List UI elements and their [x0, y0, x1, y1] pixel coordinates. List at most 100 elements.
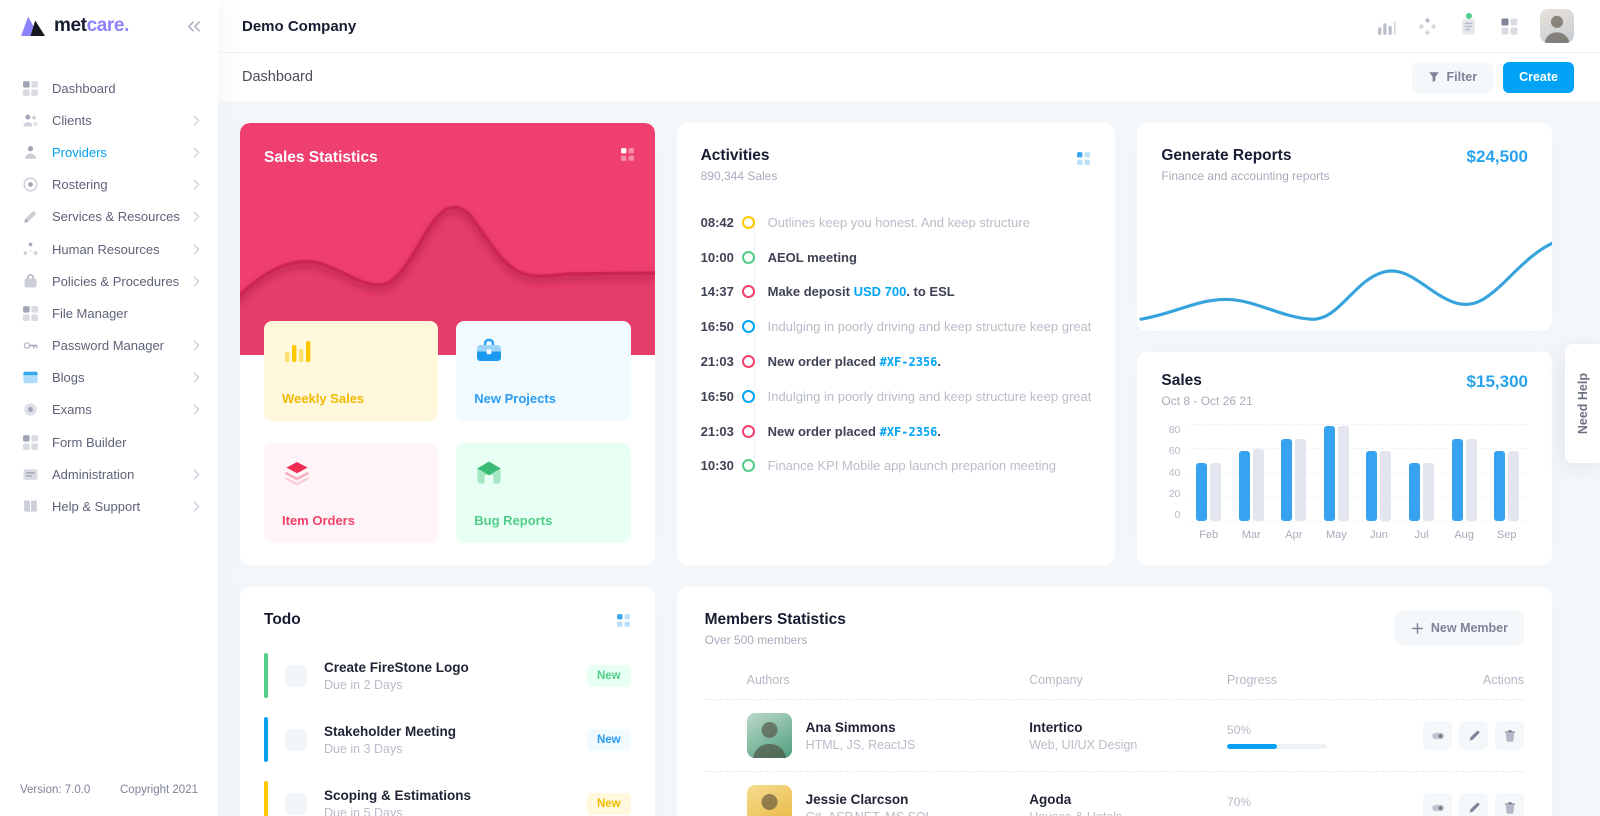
bar-current [1451, 439, 1463, 521]
sidebar-item-help-support[interactable]: Help & Support [0, 490, 218, 522]
activity-link[interactable]: #XF-2356 [879, 424, 938, 439]
topbar-apps-grid-icon[interactable] [1499, 16, 1520, 37]
status-badge: New [586, 728, 631, 751]
todo-color-bar [264, 781, 268, 816]
dots-menu-icon [620, 148, 634, 161]
y-tick-label: 40 [1168, 466, 1181, 479]
sales-statistics-menu-button[interactable] [620, 147, 635, 162]
sidebar-item-services-resources[interactable]: Services & Resources [0, 201, 218, 233]
sidebar-item-file-manager[interactable]: File Manager [0, 297, 218, 329]
sidebar-item-providers[interactable]: Providers [0, 136, 218, 168]
sidebar-item-blogs[interactable]: Blogs [0, 362, 218, 394]
activity-link[interactable]: #XF-2356 [879, 355, 938, 370]
todo-title: Todo [264, 611, 301, 628]
company-name[interactable]: Agoda [1029, 791, 1072, 807]
activities-timeline: 08:42 Outlines keep you honest. And keep … [701, 205, 1092, 483]
sales-card: Sales Oct 8 - Oct 26 21 $15,300 80 60 40 20… [1137, 352, 1552, 565]
x-tick-label: Jun [1370, 529, 1388, 541]
double-chevron-left-icon [188, 20, 200, 32]
create-button[interactable]: Create [1503, 61, 1574, 93]
company-industry: Web, UI/UX Design [1029, 737, 1138, 752]
status-badge: New [586, 792, 631, 815]
table-header-row: Authors Company Progress Actions [704, 667, 1524, 700]
y-tick-label: 60 [1168, 445, 1181, 458]
need-help-button[interactable]: Need Help [1565, 344, 1600, 463]
todo-item-title[interactable]: Create FireStone Logo [324, 659, 469, 675]
sidebar-item-form-builder[interactable]: Form Builder [0, 426, 218, 458]
todo-checkbox[interactable] [285, 792, 307, 815]
user-avatar[interactable] [1540, 9, 1574, 43]
sidebar-collapse-button[interactable] [184, 16, 204, 36]
progress-label: 50% [1227, 722, 1252, 737]
topbar-chart-bars-icon[interactable] [1376, 16, 1397, 37]
bar-previous [1337, 426, 1349, 521]
edit-button[interactable] [1459, 721, 1488, 750]
gridline [1187, 496, 1528, 498]
member-skills: HTML, JS, ReactJS [805, 737, 916, 752]
tile-new-projects[interactable]: New Projects [456, 321, 631, 421]
progress-fill [1227, 743, 1278, 749]
activities-menu-button[interactable] [1076, 151, 1091, 166]
activity-text: AEOL meeting [767, 249, 857, 265]
form-builder-icon [22, 434, 39, 451]
sidebar-item-policies-procedures[interactable]: Policies & Procedures [0, 265, 218, 297]
generate-reports-title: Generate Reports [1161, 147, 1292, 164]
members-header: Members Statistics Over 500 members New … [705, 611, 1524, 647]
sidebar-item-password-manager[interactable]: Password Manager [0, 330, 218, 362]
x-tick-label: Jul [1414, 529, 1429, 541]
table-row: Jessie Clarcson C#, ASP.NET, MS SQL Agoda H… [705, 772, 1524, 816]
rostering-icon [22, 176, 39, 193]
todo-card: Todo Create FireStone Logo Due in 2 Days N… [240, 587, 655, 816]
delete-button[interactable] [1495, 721, 1524, 750]
bar-current [1366, 451, 1378, 521]
sidebar-item-label: Blogs [52, 370, 85, 386]
column-header-progress: Progress [1227, 673, 1278, 687]
y-axis-labels: 80 60 40 20 0 [1161, 424, 1187, 521]
toggle-button[interactable] [1423, 721, 1452, 750]
sales-statistics-card: Sales Statistics Weekly Sales New Project… [240, 123, 655, 565]
activity-item: 08:42 Outlines keep you honest. And keep … [701, 205, 1092, 240]
bar-previous [1423, 463, 1435, 521]
tile-item-orders[interactable]: Item Orders [264, 443, 439, 543]
generate-reports-amount: $24,500 [1466, 147, 1528, 166]
toggle-button[interactable] [1423, 793, 1452, 816]
sidebar-item-administration[interactable]: Administration [0, 458, 218, 490]
todo-item-title[interactable]: Stakeholder Meeting [324, 723, 457, 739]
bar-group-sep [1485, 424, 1528, 521]
filter-button[interactable]: Filter [1411, 61, 1494, 93]
weekly-sales-icon [282, 336, 312, 366]
edit-button[interactable] [1459, 793, 1488, 816]
tile-weekly-sales[interactable]: Weekly Sales [264, 321, 439, 421]
member-name[interactable]: Jessie Clarcson [805, 791, 909, 807]
topbar-activity-log-icon[interactable] [1458, 12, 1479, 37]
sidebar-item-exams[interactable]: Exams [0, 394, 218, 426]
delete-button[interactable] [1495, 793, 1524, 816]
todo-list: Create FireStone Logo Due in 2 Days New Sta… [264, 653, 631, 816]
sidebar-item-clients[interactable]: Clients [0, 104, 218, 136]
generate-reports-header: Generate Reports Finance and accounting … [1137, 123, 1552, 183]
sidebar-item-dashboard[interactable]: Dashboard [0, 72, 218, 104]
todo-item-title[interactable]: Scoping & Estimations [324, 787, 472, 803]
todo-menu-button[interactable] [616, 613, 631, 628]
bar-group-feb [1187, 424, 1230, 521]
todo-item-due: Due in 5 Days [324, 805, 403, 816]
sidebar-item-rostering[interactable]: Rostering [0, 169, 218, 201]
member-name[interactable]: Ana Simmons [805, 719, 896, 735]
todo-item: Create FireStone Logo Due in 2 Days New [264, 653, 631, 698]
new-member-button[interactable]: New Member [1394, 611, 1524, 645]
company-name[interactable]: Intertico [1029, 719, 1083, 735]
page-title: Dashboard [242, 69, 313, 85]
bar-previous [1380, 451, 1392, 521]
todo-checkbox[interactable] [285, 728, 307, 751]
topbar-diamond-dots-icon[interactable] [1417, 16, 1438, 37]
todo-checkbox[interactable] [285, 664, 307, 687]
sidebar-item-human-resources[interactable]: Human Resources [0, 233, 218, 265]
x-tick-label: Apr [1285, 529, 1303, 541]
file-manager-icon [22, 305, 39, 322]
tile-bug-reports[interactable]: Bug Reports [456, 443, 631, 543]
activity-dot [741, 285, 755, 299]
activity-text: Outlines keep you honest. And keep struc… [767, 214, 1030, 230]
todo-item: Scoping & Estimations Due in 5 Days New [264, 781, 631, 816]
sidebar-item-label: Help & Support [52, 499, 141, 515]
activity-link[interactable]: USD 700 [853, 284, 907, 300]
